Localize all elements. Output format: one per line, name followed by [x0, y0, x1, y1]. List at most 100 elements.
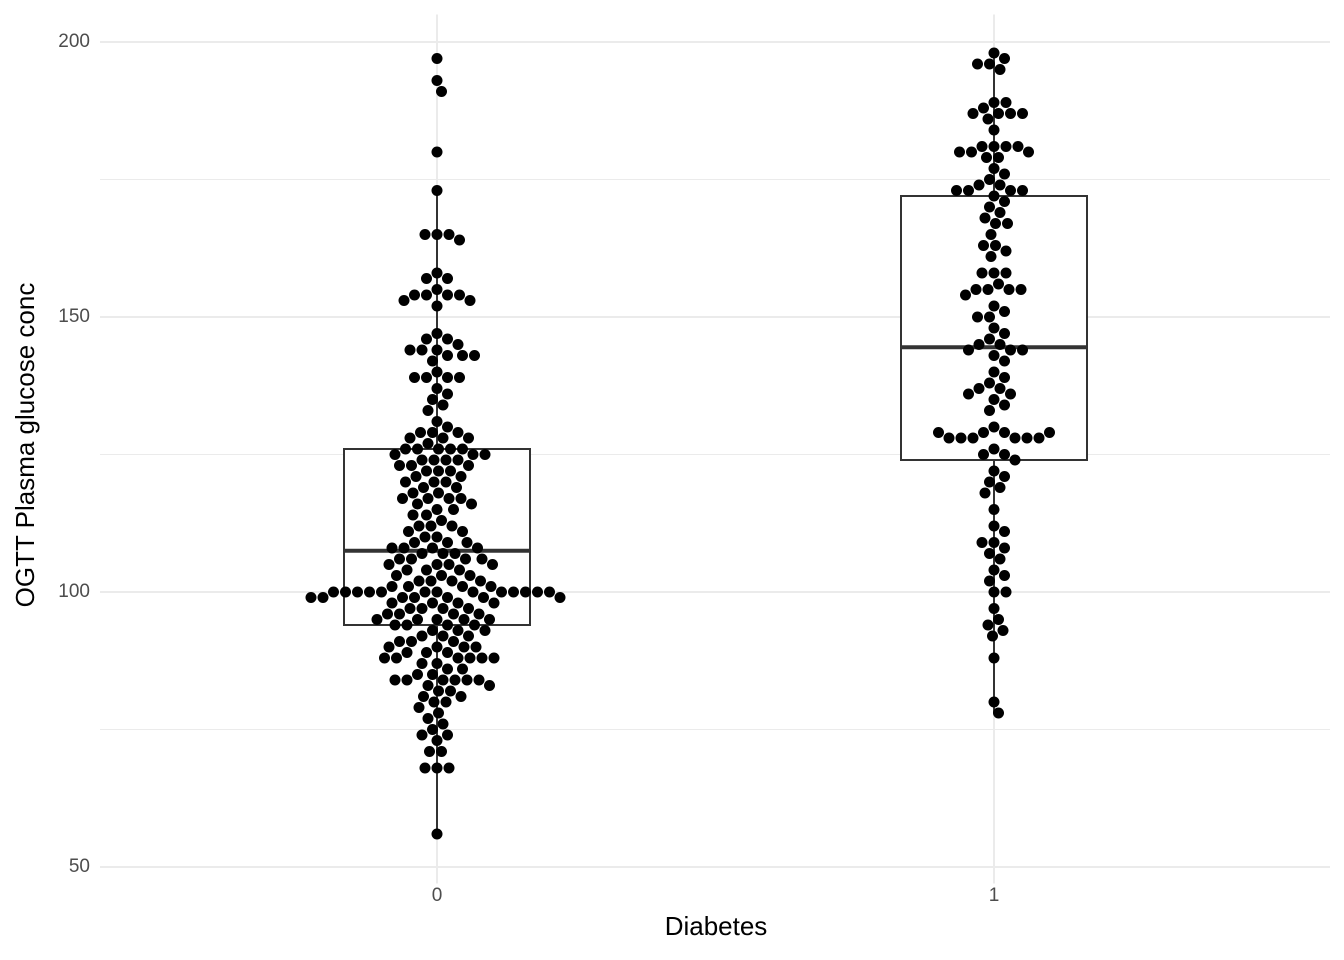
point [994, 179, 1006, 191]
point [988, 322, 1000, 334]
point [1009, 432, 1021, 444]
point [416, 603, 428, 614]
point [454, 564, 465, 576]
point [457, 443, 468, 455]
point [440, 454, 452, 466]
point [1021, 432, 1033, 444]
point [467, 586, 479, 598]
point [454, 234, 465, 246]
point [464, 570, 476, 581]
point [467, 449, 479, 460]
point [982, 284, 994, 295]
point [993, 278, 1004, 290]
point [496, 586, 507, 598]
point [485, 581, 497, 592]
point [448, 636, 459, 647]
point [431, 531, 443, 543]
point [437, 718, 449, 730]
point [401, 564, 413, 576]
point [999, 355, 1010, 367]
point [409, 289, 420, 301]
point [398, 295, 410, 306]
point [437, 548, 449, 559]
point [1005, 108, 1016, 119]
point [963, 388, 974, 400]
point [984, 377, 995, 389]
point [479, 449, 491, 460]
point [413, 702, 425, 713]
point [386, 581, 398, 592]
point [463, 630, 474, 642]
point [972, 311, 983, 323]
point [431, 504, 443, 515]
point [978, 427, 989, 438]
point [979, 212, 991, 224]
point [445, 465, 456, 477]
x-tick-label: 0 [432, 885, 443, 906]
point [999, 427, 1010, 438]
point [443, 229, 455, 240]
point [457, 663, 468, 675]
point [437, 399, 449, 411]
point [455, 691, 467, 702]
point [422, 405, 434, 416]
point [984, 201, 995, 213]
y-tick-label: 150 [58, 306, 90, 327]
point [431, 53, 443, 64]
point [988, 366, 1000, 378]
point [317, 592, 329, 603]
point [978, 449, 989, 460]
point [469, 619, 480, 631]
point [994, 553, 1006, 565]
point [984, 405, 995, 416]
point [433, 443, 444, 455]
point [1017, 185, 1028, 196]
point [424, 746, 435, 757]
point [404, 603, 416, 614]
point [442, 289, 453, 301]
point [425, 520, 437, 532]
point [960, 289, 971, 301]
point [988, 696, 1000, 708]
point [422, 493, 434, 504]
point [461, 674, 473, 686]
point [452, 427, 464, 438]
point [943, 432, 955, 444]
point [463, 460, 474, 471]
point [951, 185, 962, 196]
point [433, 465, 444, 477]
point [554, 592, 566, 603]
point [984, 333, 995, 345]
point [973, 383, 985, 394]
point [431, 267, 443, 279]
point [427, 542, 438, 554]
point [446, 520, 458, 532]
point [397, 493, 408, 504]
point [988, 564, 1000, 576]
point [406, 553, 417, 565]
point [455, 471, 467, 482]
point [413, 520, 425, 532]
point [413, 575, 425, 587]
point [419, 762, 431, 774]
point [431, 328, 443, 339]
point [437, 674, 449, 686]
point [340, 586, 351, 598]
point [410, 471, 422, 482]
point [446, 575, 458, 587]
point [422, 680, 434, 691]
point [442, 619, 453, 631]
point [427, 394, 438, 405]
point [440, 476, 452, 488]
point [416, 548, 428, 559]
point [442, 333, 453, 345]
point [443, 559, 455, 570]
point [508, 586, 519, 598]
point [409, 592, 420, 603]
point [988, 350, 1000, 361]
point [409, 372, 420, 383]
point [436, 746, 447, 757]
point [999, 570, 1010, 581]
point [967, 432, 979, 444]
point [452, 652, 464, 664]
